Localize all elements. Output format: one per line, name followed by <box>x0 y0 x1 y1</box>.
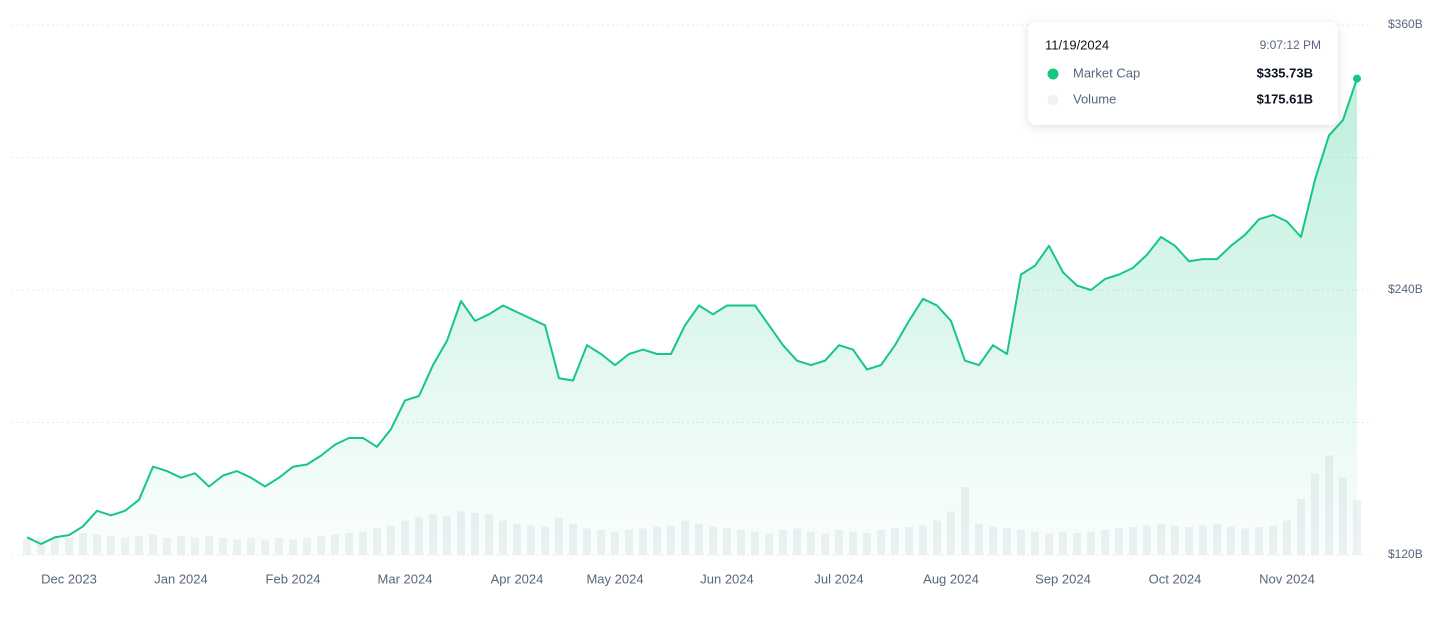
x-tick-label: Jan 2024 <box>154 571 208 586</box>
x-tick-label: Dec 2023 <box>41 571 97 586</box>
x-tick-label: Mar 2024 <box>378 571 433 586</box>
tooltip-label: Volume <box>1073 91 1116 106</box>
tooltip-label: Market Cap <box>1073 65 1140 80</box>
tooltip-value: $175.61B <box>1257 91 1313 106</box>
x-tick-label: Oct 2024 <box>1149 571 1202 586</box>
line <box>26 78 1358 545</box>
y-tick-label: $120B <box>1388 547 1423 561</box>
x-tick-label: Aug 2024 <box>923 571 979 586</box>
tooltip-box <box>1028 22 1338 125</box>
x-tick-label: Apr 2024 <box>491 571 544 586</box>
legend-swatch <box>1047 94 1059 106</box>
plot <box>26 74 1361 555</box>
x-tick-label: Nov 2024 <box>1259 571 1315 586</box>
x-tick-label: Sep 2024 <box>1035 571 1091 586</box>
y-tick-label: $240B <box>1388 282 1423 296</box>
axes: $120B $240B $360B Dec 2023 Jan 2024 Feb 2024 M… <box>41 17 1423 586</box>
last-point <box>1353 74 1361 83</box>
x-tick-label: Feb 2024 <box>266 571 321 586</box>
y-tick-label: $360B <box>1388 17 1423 31</box>
x-tick-label: Jun 2024 <box>700 571 754 586</box>
x-tick-label: May 2024 <box>586 571 643 586</box>
legend-swatch <box>1047 68 1059 80</box>
x-tick-label: Jul 2024 <box>814 571 863 586</box>
tooltip-time: 9:07:12 PM <box>1260 38 1321 52</box>
tooltip: 11/19/2024 9:07:12 PM Market Cap $335.73… <box>1028 22 1338 125</box>
tooltip-date: 11/19/2024 <box>1045 37 1109 52</box>
tooltip-value: $335.73B <box>1257 65 1313 80</box>
